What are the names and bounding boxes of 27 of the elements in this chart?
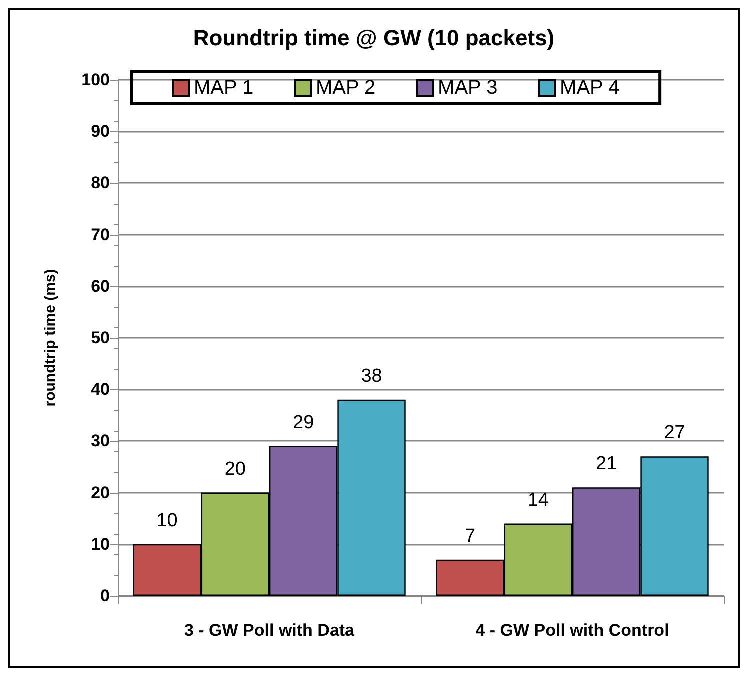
y-tick-label: 90 (91, 122, 110, 142)
y-tick-label: 30 (91, 432, 110, 451)
legend-label: MAP 4 (560, 77, 620, 99)
y-tick-label: 10 (91, 534, 110, 554)
data-label: 14 (528, 490, 550, 511)
y-tick-label: 60 (91, 276, 110, 296)
legend-label: MAP 3 (438, 77, 498, 99)
legend-label: MAP 1 (194, 77, 254, 99)
data-label: 10 (156, 510, 178, 532)
y-tick-label: 20 (91, 483, 110, 502)
y-tick-label: 50 (91, 328, 110, 348)
y-tick-label: 100 (82, 70, 110, 90)
data-label: 38 (361, 366, 382, 387)
data-label: 27 (664, 422, 686, 444)
y-tick-label: 80 (91, 174, 110, 193)
y-tick-label: 40 (91, 380, 110, 400)
data-label: 21 (596, 454, 618, 475)
y-tick-label: 0 (100, 586, 110, 606)
data-label: 29 (293, 412, 314, 434)
y-tick-label: 70 (91, 225, 110, 244)
data-label: 20 (224, 458, 246, 480)
legend-label: MAP 2 (316, 77, 376, 99)
chart-title: Roundtrip time @ GW (10 packets) (193, 26, 555, 50)
data-label: 7 (464, 526, 476, 547)
y-axis-title: roundtrip time (ms) (42, 269, 59, 407)
x-tick-label: 4 - GW Poll with Control (476, 621, 670, 640)
x-tick-label: 3 - GW Poll with Data (184, 621, 356, 640)
